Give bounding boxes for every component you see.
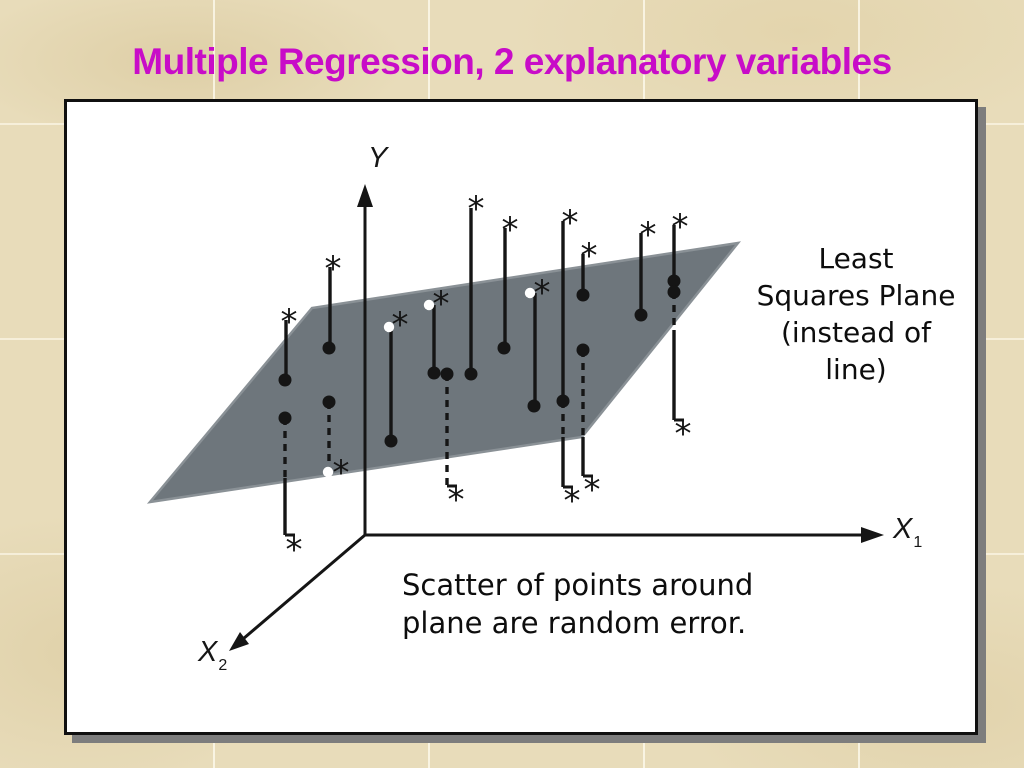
axis-x2-line [242, 533, 366, 641]
observation-asterisk: * [281, 302, 298, 342]
observation-asterisk: * [564, 481, 581, 521]
caption-line: (instead of [780, 316, 932, 349]
observation-asterisk: * [502, 210, 519, 250]
x2-axis-label: X2 [198, 636, 227, 674]
observation-asterisk: * [640, 215, 657, 255]
scatter-caption: Scatter of points around plane are rando… [402, 566, 822, 642]
fitted-point-dot [322, 341, 336, 355]
x2-axis-letter: X [198, 636, 218, 668]
x1-axis-label: X1 [893, 513, 922, 551]
caption-line: Scatter of points around [402, 568, 754, 602]
hidden-point-dot [423, 299, 435, 311]
fitted-point-dot [667, 274, 681, 288]
fitted-point-dot [322, 395, 336, 409]
axis-y-arrowhead [357, 184, 373, 207]
observation-asterisk: * [672, 207, 689, 247]
x1-axis-letter: X [893, 513, 913, 545]
caption-line: line) [825, 353, 887, 386]
x2-axis-subscript: 2 [218, 657, 228, 674]
observation-asterisk: * [562, 203, 579, 243]
axis-x2-arrowhead [229, 632, 249, 651]
fitted-point-dot [278, 411, 292, 425]
fitted-point-dot [440, 367, 454, 381]
fitted-point-dot [576, 343, 590, 357]
observation-asterisk: * [333, 453, 350, 493]
slide-title: Multiple Regression, 2 explanatory varia… [132, 41, 892, 82]
fitted-point-dot [384, 434, 398, 448]
observation-asterisk: * [534, 273, 551, 313]
caption-line: Squares Plane [756, 279, 956, 312]
caption-line: Least [818, 242, 894, 275]
fitted-point-dot [576, 288, 590, 302]
hidden-point-dot [383, 321, 395, 333]
observation-asterisk: * [448, 480, 465, 520]
y-axis-label: Y [368, 142, 388, 174]
fitted-point-dot [667, 285, 681, 299]
x1-axis-subscript: 1 [913, 534, 923, 551]
fitted-point-dot [634, 308, 648, 322]
observation-asterisk: * [286, 530, 303, 570]
observation-asterisk: * [584, 470, 601, 510]
hidden-point-dot [524, 287, 536, 299]
fitted-point-dot [427, 366, 441, 380]
caption-line: plane are random error. [402, 606, 747, 640]
least-squares-plane-caption: Least Squares Plane (instead of line) [740, 240, 972, 388]
fitted-point-dot [527, 399, 541, 413]
hidden-point-dot [322, 466, 334, 478]
axis-x1-arrowhead [861, 527, 884, 543]
fitted-point-dot [464, 367, 478, 381]
fitted-point-dot [556, 394, 570, 408]
fitted-point-dot [278, 373, 292, 387]
observation-asterisk: * [468, 189, 485, 229]
observation-asterisk: * [433, 284, 450, 324]
observation-asterisk: * [675, 414, 692, 454]
fitted-point-dot [497, 341, 511, 355]
observation-asterisk: * [392, 305, 409, 345]
observation-asterisk: * [581, 236, 598, 276]
observation-asterisk: * [325, 249, 342, 289]
